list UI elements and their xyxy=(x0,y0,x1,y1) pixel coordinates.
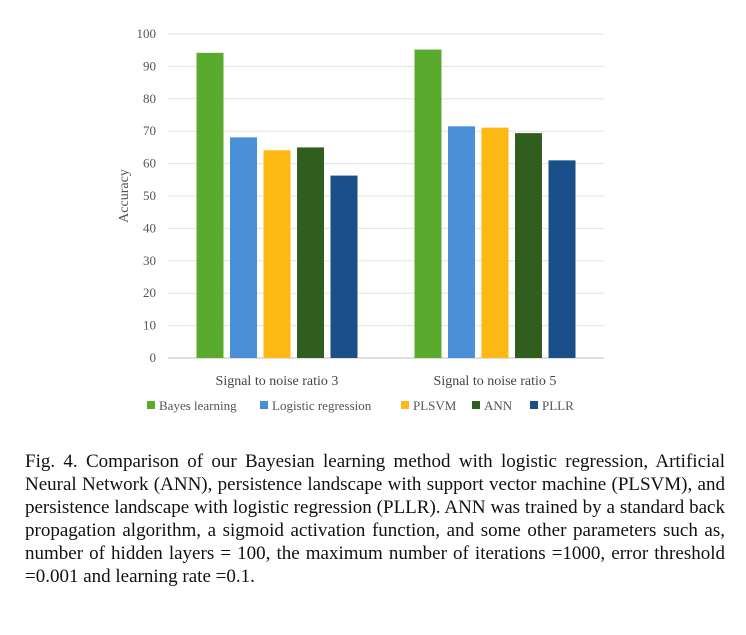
y-tick-label: 100 xyxy=(137,26,157,41)
legend-swatch xyxy=(472,401,480,409)
bar xyxy=(481,127,509,358)
y-tick-label: 30 xyxy=(143,253,156,268)
y-tick-label: 20 xyxy=(143,285,156,300)
category-label: Signal to noise ratio 5 xyxy=(434,374,557,389)
y-tick-label: 10 xyxy=(143,318,156,333)
y-tick-label: 70 xyxy=(143,123,156,138)
chart-canvas: 0 10 20 30 40 50 60 70 80 90 100 Signal to noise r… xyxy=(117,26,604,413)
bar-chart: 0 10 20 30 40 50 60 70 80 90 100 Signal to noise r… xyxy=(117,26,604,413)
bar xyxy=(548,160,576,358)
bar xyxy=(297,147,324,358)
legend-label: Bayes learning xyxy=(159,398,237,413)
legend-label: Logistic regression xyxy=(272,398,372,413)
legend-swatch xyxy=(260,401,268,409)
bar xyxy=(196,52,224,359)
legend-swatch xyxy=(147,401,155,409)
bar xyxy=(230,137,257,358)
legend-swatch xyxy=(530,401,538,409)
category-label: Signal to noise ratio 3 xyxy=(216,374,339,389)
legend-label: ANN xyxy=(484,398,513,413)
y-axis-title: Accuracy xyxy=(117,169,132,223)
y-tick-label: 50 xyxy=(143,188,156,203)
y-tick-label: 80 xyxy=(143,91,156,106)
legend-label: PLLR xyxy=(542,398,574,413)
bar xyxy=(263,150,291,358)
legend-swatch xyxy=(401,401,409,409)
bar xyxy=(515,133,542,358)
y-tick-label: 60 xyxy=(143,156,156,171)
legend-label: PLSVM xyxy=(413,398,457,413)
bar xyxy=(330,175,358,358)
bar xyxy=(414,49,442,358)
y-tick-label: 90 xyxy=(143,58,156,73)
bar xyxy=(448,126,475,358)
y-tick-label: 40 xyxy=(143,220,156,235)
y-tick-label: 0 xyxy=(150,350,157,365)
figure-caption: Fig. 4. Comparison of our Bayesian learn… xyxy=(25,451,725,587)
